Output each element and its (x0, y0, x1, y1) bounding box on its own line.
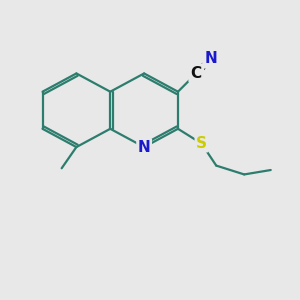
Text: C: C (191, 66, 202, 81)
Text: S: S (196, 136, 207, 151)
Text: N: N (204, 51, 217, 66)
Text: N: N (138, 140, 151, 154)
